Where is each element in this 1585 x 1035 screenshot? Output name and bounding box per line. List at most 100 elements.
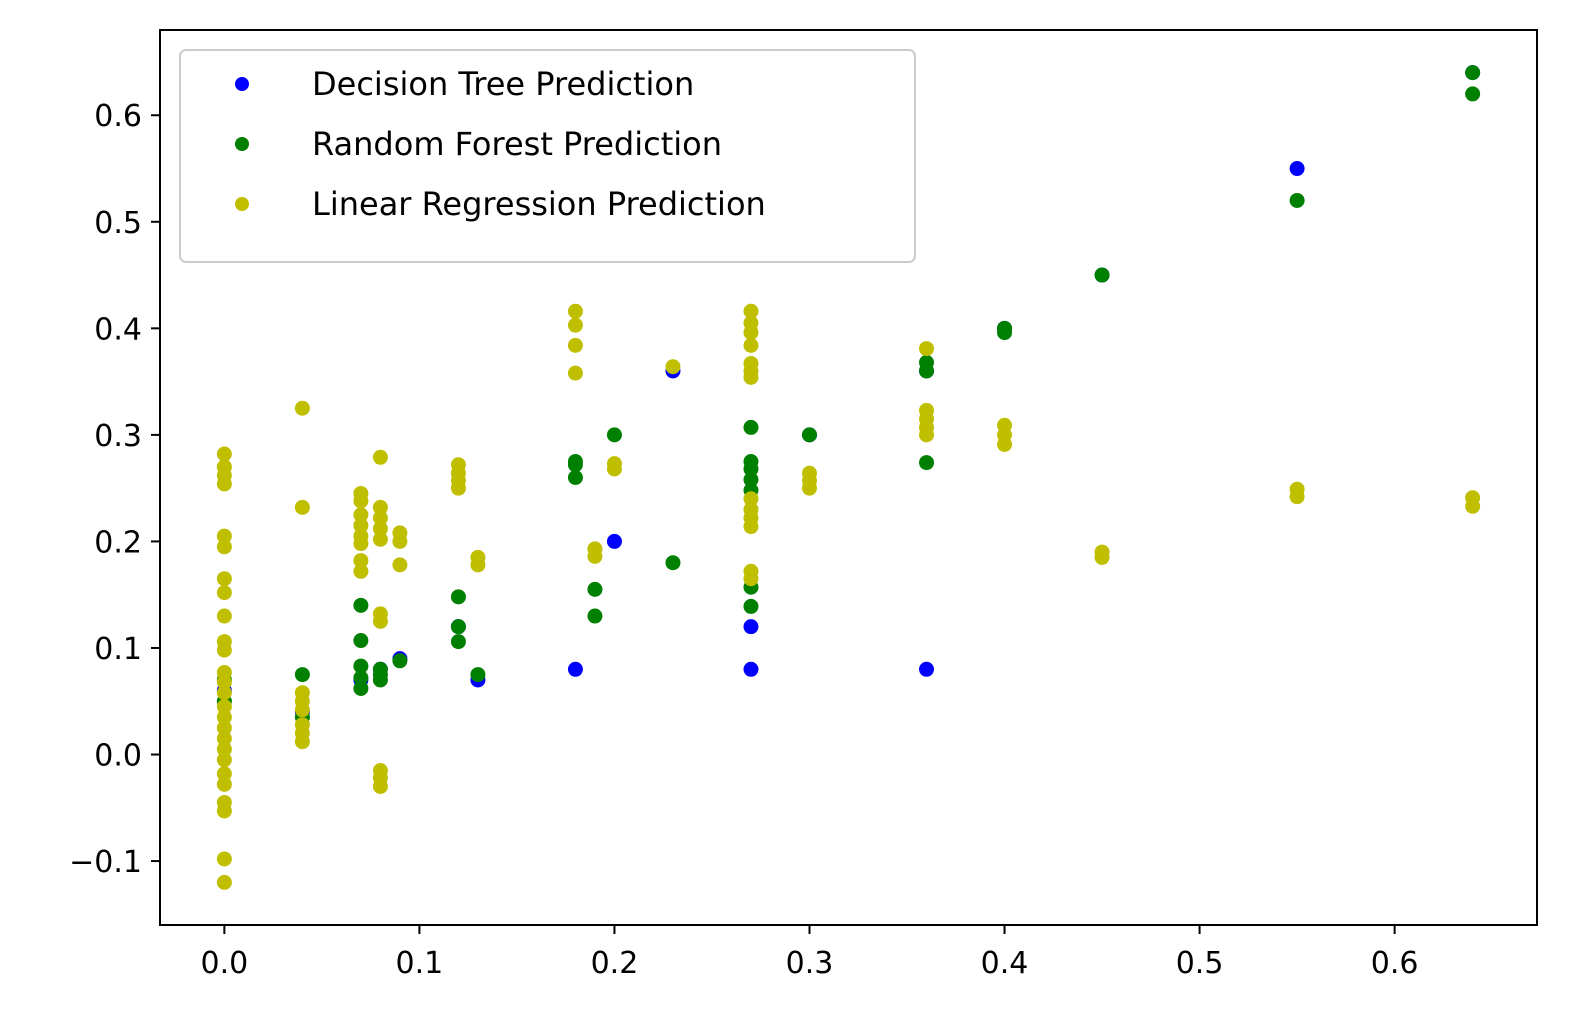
data-point bbox=[353, 670, 369, 686]
data-point bbox=[743, 369, 759, 385]
data-point bbox=[743, 461, 759, 477]
data-point bbox=[470, 557, 486, 573]
points-layer bbox=[216, 65, 1481, 890]
data-point bbox=[470, 667, 486, 683]
data-point bbox=[1094, 267, 1110, 283]
data-point bbox=[216, 741, 232, 757]
data-point bbox=[353, 507, 369, 523]
data-point bbox=[216, 709, 232, 725]
data-point bbox=[743, 337, 759, 353]
data-point bbox=[450, 634, 466, 650]
data-point bbox=[216, 685, 232, 701]
legend-item: Decision Tree Prediction bbox=[235, 65, 694, 103]
data-point bbox=[353, 633, 369, 649]
data-point bbox=[372, 778, 388, 794]
data-point bbox=[353, 680, 369, 696]
data-point bbox=[216, 874, 232, 890]
legend-marker bbox=[235, 137, 249, 151]
legend-marker bbox=[235, 77, 249, 91]
data-point bbox=[216, 803, 232, 819]
data-point bbox=[606, 427, 622, 443]
data-point bbox=[294, 667, 310, 683]
data-point bbox=[353, 517, 369, 533]
data-point bbox=[567, 661, 583, 677]
data-point bbox=[743, 419, 759, 435]
data-point bbox=[372, 613, 388, 629]
data-point bbox=[392, 557, 408, 573]
data-point bbox=[1465, 65, 1481, 81]
data-point bbox=[392, 653, 408, 669]
data-point bbox=[353, 563, 369, 579]
data-point bbox=[606, 533, 622, 549]
legend-box bbox=[179, 49, 916, 263]
data-point bbox=[567, 303, 583, 319]
data-point bbox=[216, 539, 232, 555]
data-point bbox=[450, 619, 466, 635]
data-point bbox=[743, 598, 759, 614]
y-tick-label: −0.1 bbox=[69, 845, 142, 880]
data-point bbox=[743, 619, 759, 635]
data-point bbox=[801, 427, 817, 443]
x-tick-label: 0.1 bbox=[396, 946, 444, 981]
legend-label: Decision Tree Prediction bbox=[312, 65, 694, 103]
y-tick-label: 0.1 bbox=[94, 632, 142, 667]
data-point bbox=[567, 365, 583, 381]
x-tick-label: 0.3 bbox=[786, 946, 834, 981]
data-point bbox=[353, 597, 369, 613]
data-point bbox=[919, 363, 935, 379]
data-point bbox=[587, 581, 603, 597]
x-tick-label: 0.4 bbox=[981, 946, 1029, 981]
data-point bbox=[372, 449, 388, 465]
data-point bbox=[353, 536, 369, 552]
data-point bbox=[1094, 549, 1110, 565]
y-tick-label: 0.0 bbox=[94, 739, 142, 774]
data-point bbox=[294, 400, 310, 416]
data-point bbox=[372, 672, 388, 688]
data-point bbox=[216, 851, 232, 867]
legend-item: Random Forest Prediction bbox=[235, 125, 722, 163]
data-point bbox=[743, 571, 759, 587]
data-point bbox=[450, 589, 466, 605]
legend-label: Linear Regression Prediction bbox=[312, 185, 766, 223]
data-point bbox=[216, 608, 232, 624]
data-point bbox=[743, 303, 759, 319]
legend: Decision Tree Prediction Random Forest Pr… bbox=[179, 49, 916, 263]
data-point bbox=[567, 470, 583, 485]
data-point bbox=[567, 457, 583, 473]
data-point bbox=[294, 734, 310, 750]
x-tick-label: 0.0 bbox=[201, 946, 249, 981]
data-point bbox=[450, 480, 466, 496]
data-point bbox=[216, 528, 232, 544]
plot-frame bbox=[159, 29, 1538, 926]
data-point bbox=[216, 476, 232, 492]
data-point bbox=[216, 766, 232, 782]
data-point bbox=[216, 731, 232, 747]
data-point bbox=[216, 585, 232, 601]
data-point bbox=[587, 608, 603, 624]
data-point bbox=[353, 553, 369, 569]
data-point bbox=[1289, 161, 1305, 177]
y-tick-label: 0.2 bbox=[94, 525, 142, 560]
data-point bbox=[216, 752, 232, 768]
data-point bbox=[606, 461, 622, 477]
legend-label: Random Forest Prediction bbox=[312, 125, 722, 163]
data-point bbox=[216, 571, 232, 587]
data-point bbox=[1289, 192, 1305, 208]
data-point bbox=[567, 317, 583, 333]
data-point bbox=[919, 427, 935, 443]
data-point bbox=[294, 702, 310, 718]
data-point bbox=[743, 325, 759, 341]
data-point bbox=[567, 337, 583, 353]
data-point bbox=[665, 359, 681, 375]
data-point bbox=[997, 325, 1013, 341]
y-tick-label: 0.6 bbox=[94, 99, 142, 134]
legend-item: Linear Regression Prediction bbox=[235, 185, 766, 223]
data-point bbox=[665, 555, 681, 571]
data-point bbox=[392, 533, 408, 549]
data-point bbox=[216, 699, 232, 715]
data-point bbox=[997, 436, 1013, 452]
data-point bbox=[353, 493, 369, 509]
data-point bbox=[372, 521, 388, 537]
